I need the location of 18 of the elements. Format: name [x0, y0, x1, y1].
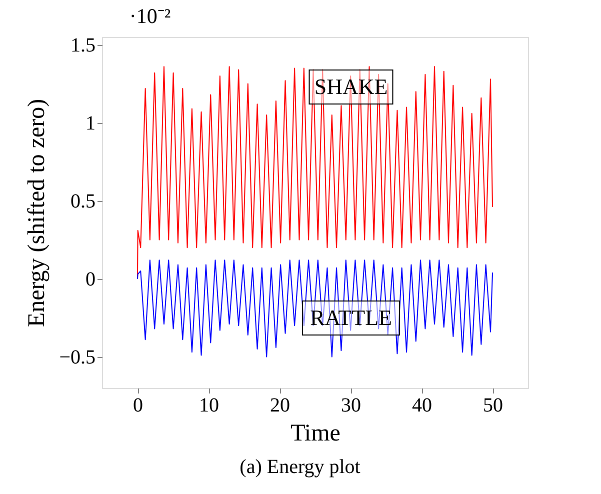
x-tick-label: 30 [341, 394, 361, 416]
y-axis-title: Energy (shifted to zero) [24, 98, 50, 328]
y-tick-label: 0.5 [70, 190, 96, 212]
y-tick-label: 1.5 [70, 34, 96, 56]
text: ·10⁻² [129, 4, 171, 28]
series-label: RATTLE [310, 305, 392, 330]
series-label: SHAKE [314, 74, 388, 99]
x-tick-label: 40 [412, 394, 432, 416]
x-axis-title: Time [290, 420, 340, 446]
line-series [137, 260, 493, 358]
y-tick-label: 0 [86, 268, 96, 290]
x-tick-label: 10 [199, 394, 219, 416]
x-tick-label: 20 [270, 394, 290, 416]
x-tick-label: 50 [483, 394, 503, 416]
y-tick-label: −0.5 [59, 346, 96, 368]
text: (a) Energy plot [240, 456, 361, 478]
x-tick-label: 0 [133, 394, 143, 416]
y-tick-label: 1 [86, 112, 96, 134]
